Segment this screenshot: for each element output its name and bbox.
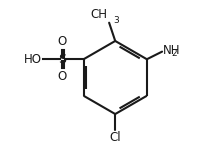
Text: HO: HO bbox=[24, 53, 42, 66]
Text: CH: CH bbox=[91, 8, 108, 21]
Text: S: S bbox=[58, 53, 66, 66]
Text: Cl: Cl bbox=[109, 131, 121, 144]
Text: 3: 3 bbox=[113, 16, 119, 25]
Text: O: O bbox=[58, 70, 67, 83]
Text: NH: NH bbox=[162, 44, 180, 57]
Text: O: O bbox=[58, 35, 67, 48]
Text: 2: 2 bbox=[172, 49, 177, 58]
